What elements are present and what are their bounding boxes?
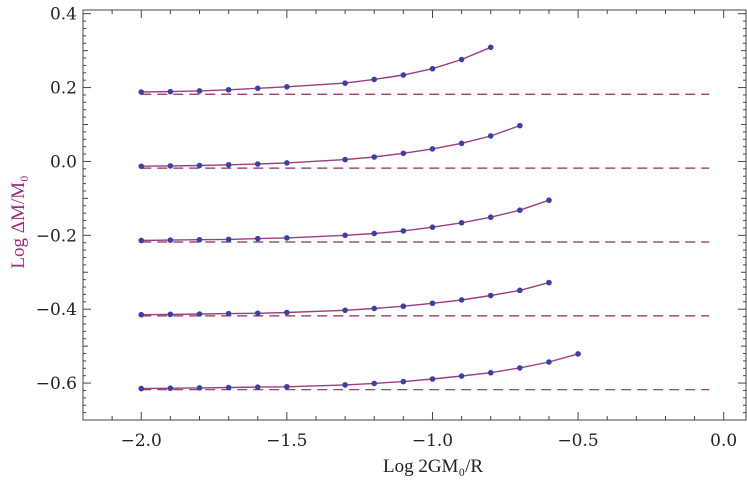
data-point — [429, 376, 436, 382]
data-point — [487, 214, 494, 221]
data-point — [458, 219, 465, 226]
data-point — [284, 309, 290, 316]
data-point — [400, 303, 407, 310]
data-point — [517, 287, 523, 294]
ticks — [82, 10, 746, 420]
y-tick-label: 0.0 — [50, 152, 77, 172]
data-point — [342, 156, 348, 163]
series-line — [141, 124, 521, 167]
data-point — [458, 56, 465, 63]
data-point — [517, 365, 523, 371]
data-point — [342, 80, 348, 86]
data-point — [342, 232, 348, 239]
markers — [138, 44, 581, 392]
data-point — [225, 236, 232, 243]
data-point — [254, 384, 261, 390]
plot-frame — [82, 9, 747, 421]
data-point — [254, 235, 261, 242]
data-point — [429, 224, 436, 230]
data-point — [429, 300, 436, 307]
data-point — [371, 76, 378, 83]
data-point — [225, 86, 232, 93]
curves — [141, 46, 579, 390]
x-tick-label: 0.0 — [710, 431, 737, 451]
data-point — [517, 122, 523, 129]
x-tick-label: −2.0 — [121, 431, 162, 451]
data-point — [546, 279, 552, 286]
x-tick-label: −0.5 — [557, 431, 598, 451]
data-point — [342, 307, 348, 314]
series-line — [141, 353, 579, 390]
y-tick-label: −0.2 — [36, 226, 77, 246]
data-point — [167, 385, 174, 392]
series-line — [141, 281, 550, 316]
data-point — [400, 150, 407, 157]
data-point — [254, 161, 261, 167]
asymptotes — [141, 93, 710, 391]
data-point — [138, 163, 145, 170]
data-point — [400, 378, 407, 385]
data-point — [400, 72, 407, 78]
data-point — [371, 230, 378, 237]
data-point — [400, 228, 407, 234]
data-point — [458, 140, 465, 147]
data-point — [167, 237, 174, 243]
data-point — [429, 65, 436, 72]
data-point — [371, 305, 378, 312]
data-point — [196, 236, 203, 243]
data-point — [167, 88, 174, 95]
data-point — [458, 297, 465, 303]
data-point — [284, 84, 290, 90]
data-point — [487, 44, 494, 51]
data-point — [546, 359, 552, 365]
data-point — [284, 160, 290, 166]
data-point — [284, 383, 290, 390]
data-point — [167, 163, 174, 169]
data-point — [225, 384, 232, 391]
data-point — [225, 161, 232, 168]
x-axis-label: Log 2GM₀/R — [383, 456, 483, 477]
series-line — [141, 46, 491, 93]
y-tick-label: 0.2 — [50, 79, 77, 99]
data-point — [487, 369, 494, 376]
data-point — [196, 385, 203, 391]
y-tick-label: −0.6 — [36, 374, 77, 394]
data-point — [196, 311, 203, 317]
series-line — [141, 199, 550, 242]
data-point — [546, 197, 552, 204]
data-point — [167, 311, 174, 318]
data-point — [196, 162, 203, 169]
data-point — [196, 88, 203, 94]
data-point — [517, 207, 523, 213]
data-point — [284, 235, 290, 241]
data-point — [254, 310, 261, 317]
y-axis-label: Log ΔM/M₀ — [8, 175, 29, 268]
x-tick-label: −1.5 — [266, 431, 307, 451]
data-point — [342, 382, 348, 388]
data-point — [429, 146, 436, 152]
data-point — [138, 89, 145, 95]
data-point — [487, 292, 494, 299]
data-point — [138, 311, 145, 318]
data-point — [225, 310, 232, 317]
data-point — [254, 85, 261, 92]
y-tick-label: −0.4 — [36, 300, 77, 320]
y-tick-label: 0.4 — [50, 5, 77, 25]
data-point — [138, 385, 145, 392]
tick-labels: −2.0 −1.5 −1.0 −0.5 0.0 −0.6 −0.4 −0.2 0.0 0.2 0.4 — [36, 5, 738, 451]
data-point — [487, 133, 494, 139]
data-point — [575, 351, 581, 357]
data-point — [371, 380, 378, 387]
data-point — [458, 373, 465, 379]
data-point — [138, 237, 145, 244]
data-point — [371, 154, 378, 160]
x-tick-label: −1.0 — [412, 431, 453, 451]
